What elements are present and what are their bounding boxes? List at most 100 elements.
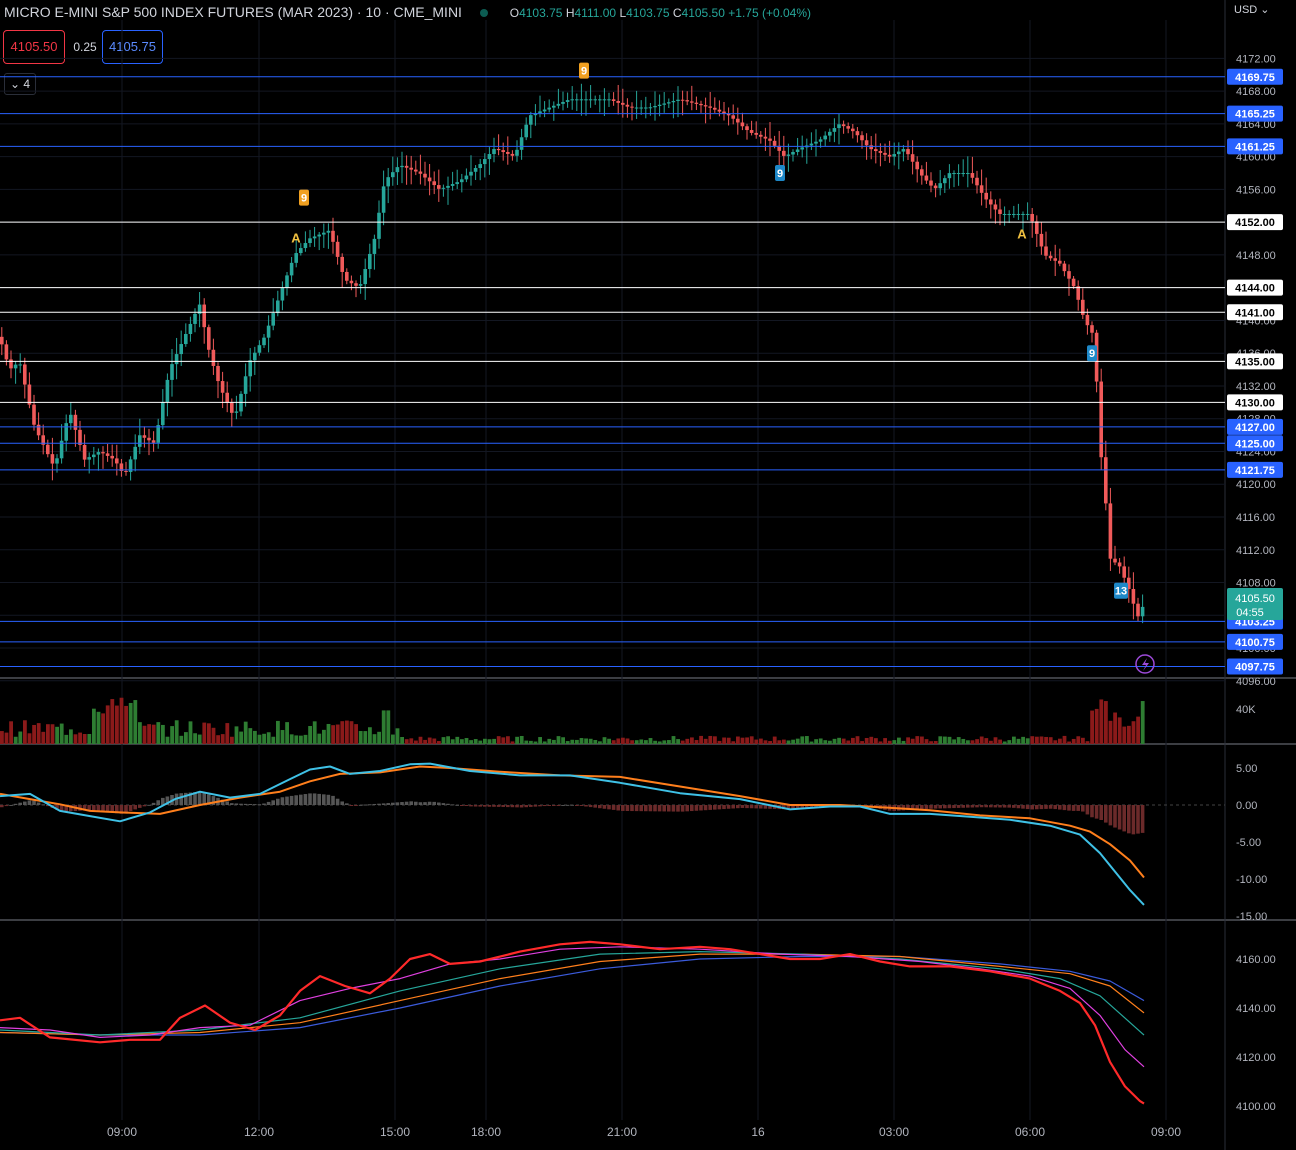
macd-histogram-bar bbox=[1021, 805, 1025, 809]
time-axis-label: 18:00 bbox=[471, 1125, 501, 1139]
volume-bar bbox=[846, 740, 851, 744]
candle-body bbox=[717, 109, 722, 112]
macd-histogram-bar bbox=[634, 805, 639, 812]
candle-body bbox=[533, 113, 538, 116]
macd-histogram-bar bbox=[621, 805, 625, 811]
candle-body bbox=[947, 173, 952, 179]
macd-histogram-bar bbox=[680, 805, 685, 812]
macd-histogram-bar bbox=[653, 805, 657, 812]
volume-bar bbox=[386, 710, 391, 744]
macd-histogram-bar bbox=[133, 805, 137, 810]
volume-bar bbox=[128, 702, 133, 744]
volume-bar bbox=[722, 737, 726, 744]
candle-body bbox=[593, 99, 597, 101]
macd-histogram-bar bbox=[280, 797, 285, 805]
price-tick-label: 4168.00 bbox=[1236, 86, 1276, 98]
time-axis-label: 03:00 bbox=[879, 1125, 909, 1139]
volume-bar bbox=[193, 733, 197, 744]
macd-histogram-bar bbox=[386, 803, 390, 805]
spread-value: 0.25 bbox=[73, 40, 97, 54]
macd-histogram-bar bbox=[952, 805, 956, 809]
candle-body bbox=[1030, 213, 1034, 222]
macd-histogram-bar bbox=[82, 805, 87, 811]
volume-bar bbox=[239, 731, 243, 744]
candle-body bbox=[161, 402, 165, 426]
high-value: 4111.00 bbox=[574, 6, 617, 20]
volume-bar bbox=[469, 740, 473, 744]
candle-body bbox=[55, 458, 59, 464]
volume-bar bbox=[377, 731, 381, 744]
candle-body bbox=[676, 99, 680, 101]
volume-bar bbox=[4, 732, 9, 744]
volume-bar bbox=[1127, 725, 1131, 744]
candle-body bbox=[450, 184, 455, 186]
macd-histogram-bar bbox=[713, 805, 717, 810]
candle-body bbox=[795, 149, 800, 153]
close-value: 4105.50 bbox=[681, 6, 725, 20]
volume-bar bbox=[197, 734, 202, 744]
signal-marker-box bbox=[775, 165, 785, 182]
candle-body bbox=[96, 452, 101, 455]
candle-body bbox=[598, 99, 602, 101]
volume-bar bbox=[731, 741, 736, 744]
macd-histogram-bar bbox=[570, 804, 574, 806]
price-tick-label: 4160.00 bbox=[1236, 152, 1276, 164]
candle-body bbox=[621, 102, 625, 105]
macd-histogram-bar bbox=[1081, 805, 1085, 812]
macd-histogram-bar bbox=[657, 805, 662, 812]
macd-histogram-bar bbox=[96, 805, 101, 811]
macd-histogram-bar bbox=[943, 805, 947, 809]
volume-bar bbox=[317, 733, 322, 744]
candle-body bbox=[515, 149, 519, 156]
volume-bar bbox=[87, 733, 92, 744]
candle-body bbox=[864, 140, 869, 146]
volume-bar bbox=[657, 741, 662, 744]
macd-histogram-bar bbox=[409, 801, 413, 805]
candle-body bbox=[552, 105, 556, 108]
volume-bar bbox=[749, 736, 754, 744]
ma-line-fast bbox=[0, 940, 1145, 1105]
candle-body bbox=[713, 107, 717, 110]
buy-button[interactable]: 4105.75 bbox=[102, 30, 163, 64]
macd-histogram-bar bbox=[938, 805, 942, 809]
candle-body bbox=[400, 165, 404, 168]
volume-bar bbox=[970, 740, 975, 744]
volume-bar bbox=[1071, 738, 1076, 744]
candle-body bbox=[887, 154, 892, 157]
volume-bar bbox=[151, 724, 156, 744]
macd-histogram-bar bbox=[552, 805, 556, 806]
currency-selector[interactable]: USD ⌄ bbox=[1234, 3, 1270, 16]
candle-body bbox=[151, 440, 156, 443]
macd-histogram-bar bbox=[211, 796, 216, 805]
candle-body bbox=[308, 238, 312, 244]
macd-histogram-bar bbox=[239, 803, 243, 805]
macd-histogram-bar bbox=[262, 803, 266, 805]
volume-bar bbox=[262, 733, 266, 744]
indicators-toggle-button[interactable]: ⌄ 4 bbox=[4, 73, 36, 95]
candle-body bbox=[1071, 278, 1076, 287]
volume-bar bbox=[975, 739, 979, 744]
volume-bar bbox=[644, 740, 648, 744]
candle-body bbox=[565, 100, 570, 102]
macd-histogram-bar bbox=[36, 802, 41, 805]
volume-bar bbox=[690, 737, 694, 744]
macd-histogram-bar bbox=[1048, 805, 1053, 809]
candle-body bbox=[823, 135, 827, 140]
volume-bar bbox=[993, 737, 998, 744]
candle-body bbox=[234, 411, 239, 413]
volume-bar bbox=[50, 724, 55, 744]
candle-body bbox=[446, 185, 450, 188]
volume-bar bbox=[147, 724, 151, 744]
candle-body bbox=[933, 185, 938, 189]
volume-bar bbox=[1053, 740, 1058, 744]
candle-body bbox=[391, 172, 395, 178]
volume-bar bbox=[883, 738, 887, 744]
macd-histogram-bar bbox=[800, 805, 804, 809]
volume-bar bbox=[519, 735, 524, 744]
candle-body bbox=[27, 384, 32, 405]
volume-bar bbox=[174, 720, 179, 744]
macd-histogram-bar bbox=[156, 800, 160, 805]
candle-body bbox=[1007, 213, 1011, 215]
sell-button[interactable]: 4105.50 bbox=[3, 30, 65, 64]
